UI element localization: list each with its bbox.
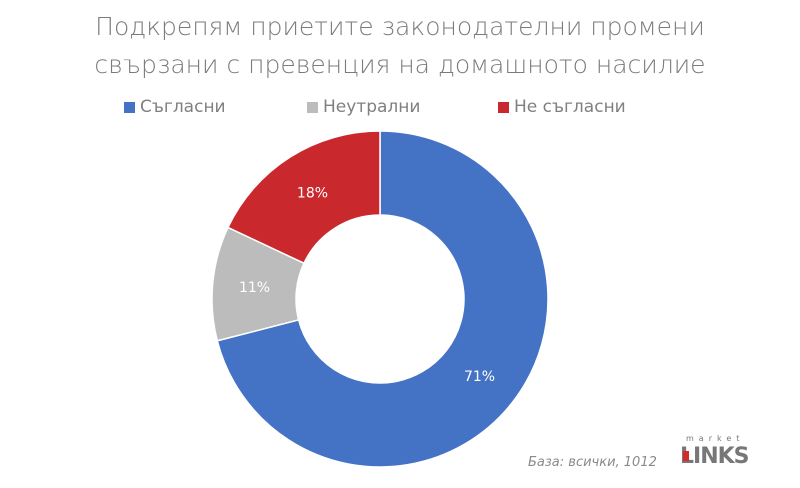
legend-swatch [124,101,135,113]
logo-top: market [686,434,745,443]
logo-main: LINKS [680,444,750,469]
chart-title-line-1: Подкрепям приетите законодателни промени [95,12,705,41]
logo-accent [683,451,689,461]
legend-label: Съгласни [140,97,226,117]
data-label-1: 71% [464,369,495,385]
legend-label: Неутрални [323,97,421,117]
legend-label: Не съгласни [514,97,626,117]
legend-item-neutral: Неутрални [307,96,420,118]
data-label-2: 11% [239,280,270,296]
legend-swatch [307,101,318,113]
legend-item-disagree: Не съгласни [498,96,626,118]
market-links-logo: market LINKS [680,434,760,472]
chart-title-line-2: свързани с превенция на домашното насили… [94,50,706,79]
legend-item-agree: Съгласни [124,96,226,118]
legend-swatch [498,101,509,113]
base-note: База: всички, 1012 [528,455,657,470]
chart-title: Подкрепям приетите законодателни промени… [0,8,800,84]
donut-slice-3 [226,130,381,265]
data-label-3: 18% [297,186,328,202]
donut-slice-1 [216,130,549,468]
